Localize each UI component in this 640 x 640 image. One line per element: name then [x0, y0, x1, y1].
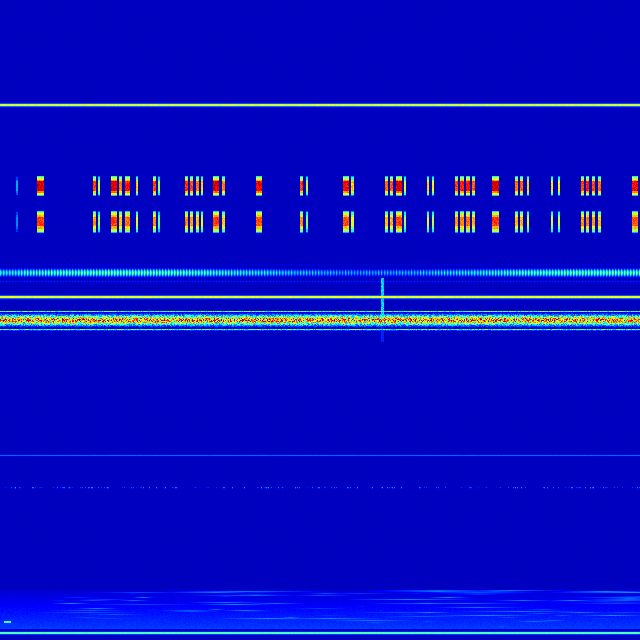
- spectrogram-figure: [0, 0, 640, 640]
- spectrogram-canvas: [0, 0, 640, 640]
